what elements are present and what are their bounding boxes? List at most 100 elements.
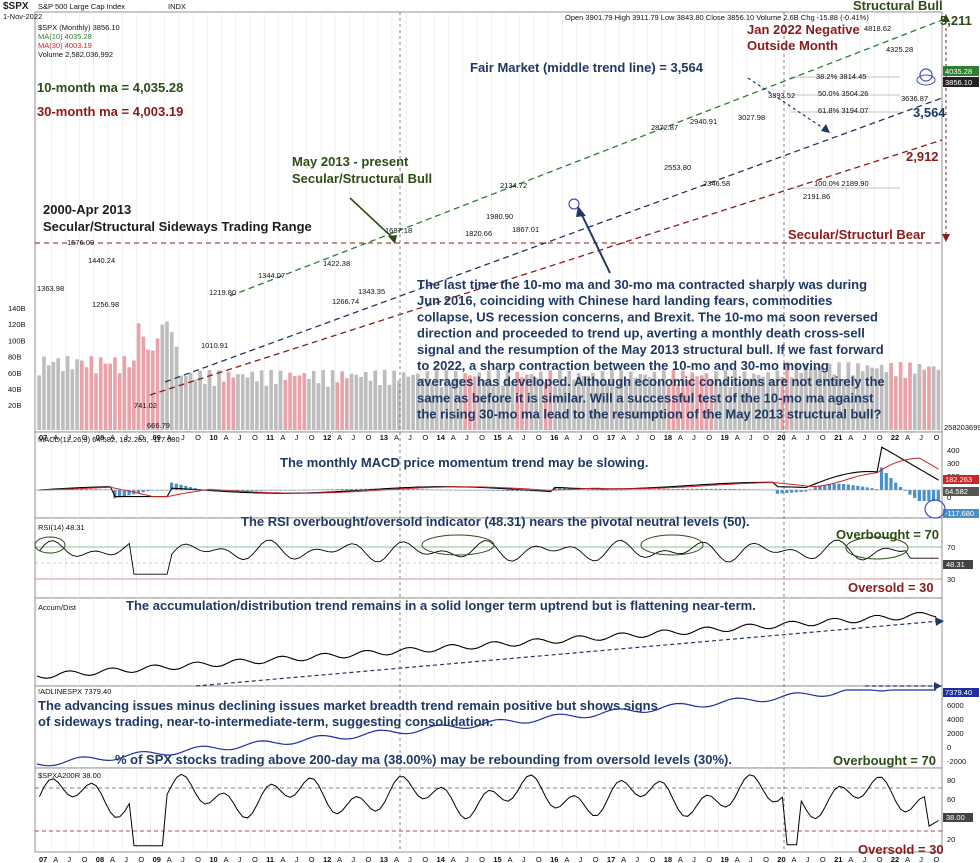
macd-hist-bar	[520, 490, 524, 492]
macd-hist-bar	[321, 489, 325, 491]
volume-bar	[510, 381, 515, 430]
macd-panel-frame	[34, 431, 943, 519]
volume-bar	[586, 375, 591, 430]
volume-bar	[434, 370, 439, 430]
macd-hist-bar	[879, 467, 884, 490]
legend-ma10: MA(10) 4035.28	[38, 32, 92, 41]
volume-bar	[56, 358, 60, 430]
ma30-annotation: 30-month ma = 4,003.19	[37, 104, 183, 119]
macd-hist-bar	[113, 490, 117, 499]
macd-hist-bar	[577, 489, 581, 490]
label-2191: 2191.86	[803, 192, 830, 201]
x-axis-label: 13	[380, 855, 388, 863]
volume-bar	[557, 369, 562, 430]
macd-hist-bar	[174, 483, 178, 490]
label-2553: 2553.80	[664, 163, 691, 172]
volume-bar	[221, 381, 226, 430]
x-axis-label: O	[195, 855, 201, 863]
ad-tick-6000: 6000	[947, 701, 964, 710]
volume-bar	[614, 386, 619, 430]
x-axis-label: 20	[777, 855, 785, 863]
x-axis-label: A	[564, 855, 569, 863]
x-axis-label: 22	[891, 433, 899, 442]
volume-bar	[752, 373, 756, 430]
volume-bar	[487, 370, 491, 430]
x-axis-label: J	[635, 855, 639, 863]
macd-hist-bar	[165, 490, 169, 491]
macd-hist-bar	[709, 488, 713, 490]
macd-hist-bar	[543, 490, 548, 492]
volume-bar	[42, 356, 46, 430]
x-axis-label: A	[224, 855, 229, 863]
macd-hist-bar	[382, 488, 387, 490]
paragraph-line: to 2022, a sharp contraction between the…	[417, 358, 829, 373]
macd-hist-bar	[170, 482, 174, 490]
volume-bar	[449, 382, 453, 430]
volume-bar	[406, 376, 411, 430]
rsi-ellipse-2007	[34, 536, 66, 554]
structural-bull-label: Structural Bull	[853, 0, 943, 13]
x-axis-label: O	[138, 855, 144, 863]
ad-note-2: of sideways trading, near-to-intermediat…	[38, 714, 493, 729]
x-axis-label: A	[53, 433, 58, 442]
fair-market-arrow	[747, 77, 827, 131]
volume-bar	[345, 378, 349, 430]
macd-hist-bar	[506, 490, 510, 491]
volume-bar	[141, 336, 146, 430]
macd-hist-bar	[931, 490, 936, 501]
macd-hist-bar	[676, 488, 680, 490]
macd-line	[39, 446, 939, 498]
x-axis-label: J	[862, 433, 866, 442]
macd-hist-bar	[657, 489, 661, 490]
x-axis-label: A	[110, 855, 115, 863]
volume-bar	[46, 365, 51, 430]
volume-bar	[169, 332, 174, 430]
volume-bar	[676, 384, 680, 430]
x-axis-label: J	[238, 855, 242, 863]
macd-hist-bar	[515, 490, 519, 492]
macd-hist-bar	[666, 489, 671, 490]
macd-hist-bar	[908, 490, 912, 495]
macd-hist-bar	[487, 490, 491, 491]
x-axis-label: O	[820, 855, 826, 863]
volume-bar	[794, 362, 799, 430]
macd-hist-bar	[875, 489, 879, 490]
macd-hist-bar	[269, 490, 273, 491]
volume-bar	[638, 373, 643, 430]
x-axis-label: J	[522, 855, 526, 863]
label-2134: 2134.72	[500, 181, 527, 190]
ma10-annotation: 10-month ma = 4,035.28	[37, 80, 183, 95]
volume-bar	[647, 377, 652, 430]
x-axis-label: 07	[39, 433, 47, 442]
x-axis-label: O	[650, 433, 656, 442]
macd-hist-bar	[605, 490, 609, 491]
volume-bar	[316, 383, 321, 430]
volume-bar	[572, 379, 576, 430]
volume-bar	[117, 373, 122, 430]
fib-382-label: 38.2% 3814.45	[816, 72, 866, 81]
label-2346: 2346.58	[703, 179, 730, 188]
x-axis-price: 07 A J O 08 A J O 09 A J O 10 A J O 11 A J O 12 A J O 13 A J O 14 A J O…	[39, 433, 939, 442]
macd-hist-bar	[406, 489, 410, 490]
volume-bar	[922, 369, 927, 430]
upper-trend-line	[229, 19, 943, 297]
volume-bar	[174, 346, 179, 430]
volume-bar	[37, 375, 42, 430]
volume-bar	[84, 367, 89, 430]
ad-tick-0: 0	[947, 743, 951, 752]
volume-bar	[292, 376, 297, 430]
volume-bar	[401, 372, 406, 430]
volume-bar	[818, 365, 822, 430]
macd-hist-bar	[685, 488, 690, 490]
macd-hist-bar	[860, 486, 865, 490]
x-axis-label: A	[508, 433, 513, 442]
ad-note-1: The advancing issues minus declining iss…	[38, 698, 658, 713]
macd-hist-bar	[482, 490, 486, 491]
volume-bars	[37, 321, 941, 430]
range-arrowhead-down	[942, 234, 950, 242]
macd-hist-bar	[425, 489, 429, 490]
rsi-line	[39, 539, 939, 575]
volume-bar	[827, 363, 832, 430]
macd-hist-bar	[775, 490, 780, 494]
volume-bar	[723, 370, 728, 430]
